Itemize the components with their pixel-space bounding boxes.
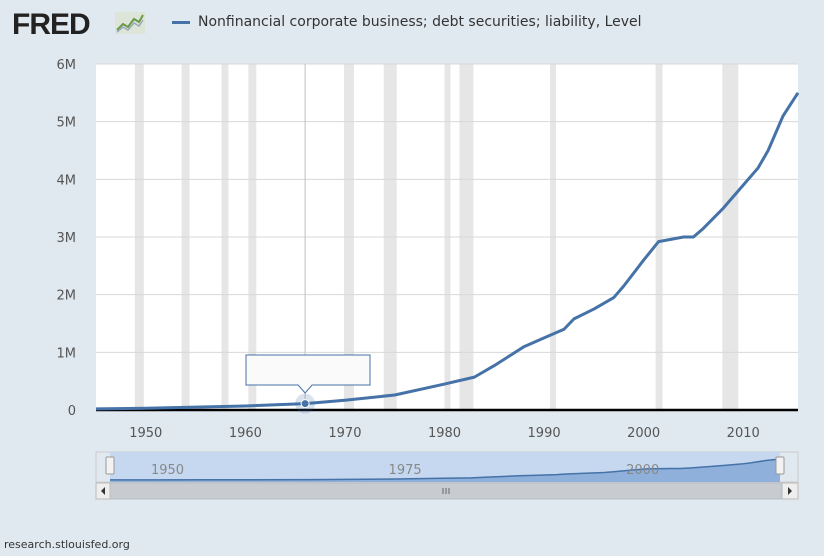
x-tick-label: 2000 [627,426,660,441]
x-tick-label: 1960 [229,426,262,441]
navigator-area [110,458,780,482]
fred-chart-logo-icon [115,12,145,34]
chart-legend[interactable]: Nonfinancial corporate business; debt se… [172,14,642,30]
y-tick-label: 3M [57,231,77,246]
y-tick-label: 6M [57,58,77,73]
x-tick-label: 1980 [428,426,461,441]
source-footer[interactable]: research.stlouisfed.org [4,538,130,551]
navigator-label: 1975 [389,463,422,478]
arrow-right-icon [788,487,792,495]
y-tick-label: 0 [68,404,76,419]
y-tick-label: 2M [57,289,77,304]
series-line[interactable] [95,92,800,411]
y-tick-label: 4M [57,173,77,188]
legend-swatch [172,20,190,24]
tooltip [245,354,371,394]
navigator-label: 1950 [151,463,184,478]
legend-label: Nonfinancial corporate business; debt se… [198,14,642,30]
x-tick-label: 1970 [328,426,361,441]
navigator-label: 2000 [626,463,659,478]
x-tick-label: 1950 [129,426,162,441]
navigator-line [109,458,781,481]
navigator-handle-right[interactable] [775,456,785,475]
highlighted-point[interactable] [300,399,310,409]
scrollbar-thumb[interactable] [110,484,780,498]
y-tick-label: 1M [57,346,77,361]
arrow-left-icon [101,487,105,495]
fred-logo: FRED [12,8,91,41]
y-tick-label: 5M [57,116,77,131]
x-tick-label: 1990 [528,426,561,441]
navigator-handle-left[interactable] [105,456,115,475]
x-tick-label: 2010 [727,426,760,441]
